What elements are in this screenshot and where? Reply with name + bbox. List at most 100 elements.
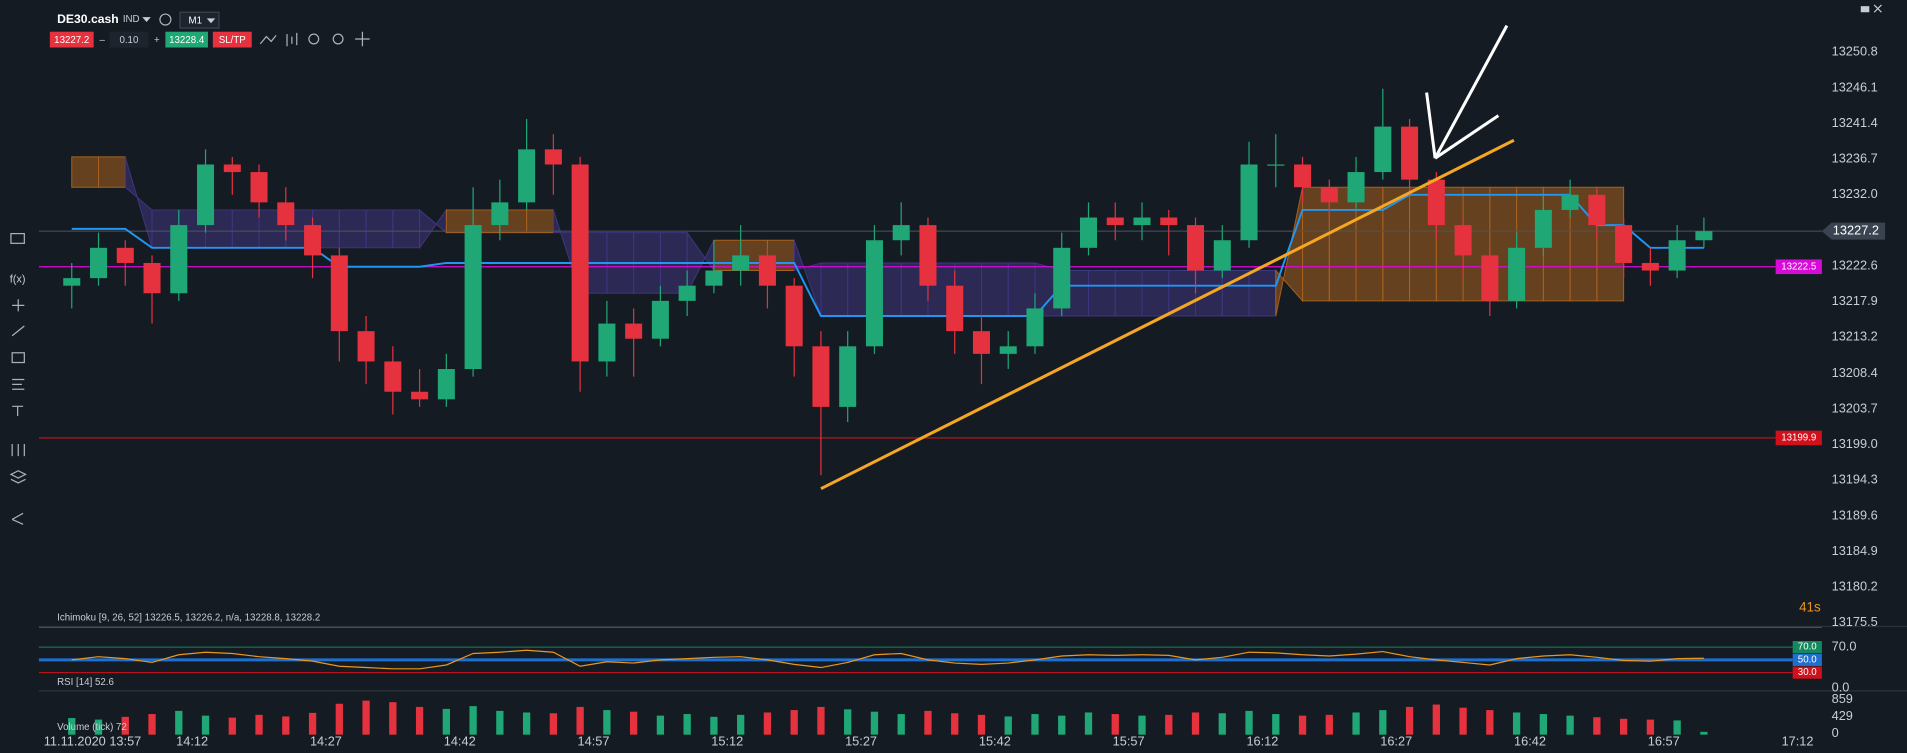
candle-body <box>1294 164 1312 188</box>
tool-icon[interactable] <box>12 378 25 390</box>
zoom-out[interactable] <box>308 33 320 45</box>
volume-bar <box>1058 715 1066 735</box>
x-tick-label: 14:57 <box>578 733 610 748</box>
crosshair[interactable] <box>355 31 370 47</box>
volume-bar <box>282 716 290 735</box>
ichimoku-cloud <box>392 209 421 249</box>
candle-body <box>544 149 562 165</box>
volume-bar <box>362 700 370 735</box>
ichimoku-cloud <box>526 209 554 234</box>
ichimoku-label: Ichimoku [9, 26, 52] 13226.5, 13226.2, n… <box>57 612 320 623</box>
current-price-box <box>1821 222 1886 240</box>
candle-tool[interactable] <box>286 32 298 47</box>
timeframe-box[interactable] <box>179 11 220 29</box>
volume-bar <box>1566 715 1574 735</box>
y-tick-label: 13250.8 <box>1832 44 1878 59</box>
ichimoku-cloud <box>365 209 394 249</box>
ichimoku-cloud <box>98 156 126 188</box>
volume-bar <box>737 714 745 735</box>
candle-body <box>732 255 750 271</box>
timeframe[interactable]: M1 <box>189 15 203 26</box>
sltp[interactable]: SL/TP <box>219 35 246 46</box>
rsi-level-label: 50.0 <box>1798 654 1818 665</box>
volume-bar <box>1379 710 1387 735</box>
fx-button[interactable]: f(x) <box>10 274 26 286</box>
x-tick-label: 15:42 <box>979 733 1011 748</box>
tool-icon[interactable] <box>11 325 25 337</box>
tool-icon[interactable] <box>11 443 25 457</box>
volume-bar <box>1138 715 1146 735</box>
volume-bar <box>629 711 638 735</box>
candle-body <box>63 278 81 286</box>
dropdown[interactable] <box>206 18 216 24</box>
zoom-in[interactable] <box>332 33 344 45</box>
volume-bar <box>549 713 558 735</box>
ichimoku-cloud <box>1248 270 1277 317</box>
candle-body <box>678 285 696 301</box>
ichimoku-cloud <box>1007 262 1036 317</box>
volume-tick-label: 0 <box>1832 725 1839 740</box>
rsi-label: RSI [14] 52.6 <box>57 677 114 688</box>
y-tick-label: 13180.2 <box>1832 579 1878 594</box>
tool-icon[interactable] <box>10 232 25 244</box>
maximize[interactable] <box>1860 6 1870 13</box>
close[interactable] <box>1873 4 1882 13</box>
sell-button[interactable] <box>49 31 94 48</box>
ichimoku-cloud <box>820 262 849 317</box>
volume-bar <box>1539 714 1548 735</box>
dropdown[interactable] <box>142 17 151 22</box>
candle-body <box>250 172 268 203</box>
candle-body <box>919 225 937 286</box>
line-tool[interactable] <box>259 34 277 45</box>
tool-icon[interactable] <box>12 405 24 417</box>
candle-body <box>865 240 883 347</box>
volume-bar <box>656 715 665 735</box>
volume-bar <box>1111 714 1119 735</box>
candle-body <box>197 164 215 226</box>
ichimoku-cloud <box>1355 186 1384 302</box>
trendline <box>820 138 1515 491</box>
candle-body <box>89 247 108 279</box>
ichimoku-cloud <box>1141 270 1170 317</box>
lot-box[interactable] <box>109 31 149 48</box>
candle-body <box>999 346 1017 354</box>
candle-body <box>785 285 803 347</box>
volume-bar <box>1272 714 1280 735</box>
top-toolbar[interactable]: DE30.cash IND M1 13227.2 – 0.10 + 13228.… <box>49 11 370 48</box>
candle-body <box>277 202 295 226</box>
sltp-button[interactable] <box>212 31 252 48</box>
candle-body <box>1401 126 1419 180</box>
rsi-tick-label: 0.0 <box>1832 680 1850 695</box>
info-icon[interactable] <box>159 13 172 26</box>
volume-bar <box>924 710 932 735</box>
symbol[interactable]: DE30.cash <box>57 12 119 26</box>
rsi-level-label: 30.0 <box>1798 667 1818 678</box>
tool-icon[interactable] <box>9 470 27 484</box>
side-toolbar[interactable]: f(x) <box>9 232 27 525</box>
volume-bar <box>790 710 798 735</box>
tool-icon[interactable] <box>11 512 24 525</box>
candle-body <box>1106 217 1124 226</box>
price-line-label: 13222.5 <box>1781 261 1816 272</box>
volume-bar <box>201 715 210 735</box>
x-tick-label: 15:57 <box>1113 733 1145 748</box>
candle-body <box>1320 187 1338 203</box>
y-tick-label: 13213.2 <box>1832 329 1878 344</box>
lot[interactable]: 0.10 <box>119 35 139 46</box>
candle-body <box>116 247 134 263</box>
ask[interactable]: 13228.4 <box>169 35 205 46</box>
candle-body <box>1213 240 1231 271</box>
volume-bar <box>255 714 263 735</box>
y-tick-label: 13199.0 <box>1832 436 1878 451</box>
plus[interactable]: + <box>154 35 160 46</box>
volume-bar <box>121 716 129 735</box>
tool-icon[interactable] <box>12 299 25 312</box>
tool-icon[interactable] <box>11 352 25 364</box>
candle-body <box>1454 225 1472 256</box>
buy-button[interactable] <box>165 31 208 48</box>
minus[interactable]: – <box>99 35 105 46</box>
bid[interactable]: 13227.2 <box>54 35 89 46</box>
volume-bar <box>228 717 236 735</box>
rsi-level-label: 70.0 <box>1798 642 1818 653</box>
